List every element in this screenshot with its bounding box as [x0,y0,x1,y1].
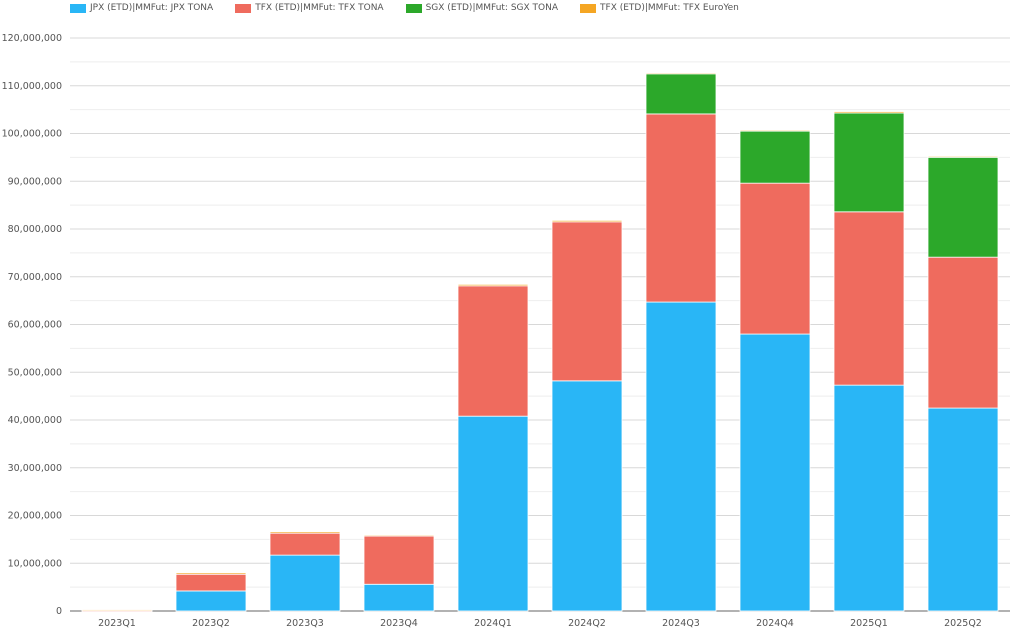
x-tick-label: 2024Q1 [474,618,512,629]
bar-segment [269,531,341,534]
y-tick-label: 80,000,000 [8,224,62,235]
x-tick-label: 2024Q3 [662,618,700,629]
y-tick-label: 10,000,000 [8,558,62,569]
bar-segment [175,572,247,575]
legend-swatch [405,3,422,13]
y-tick-label: 20,000,000 [8,511,62,522]
bar-segment [645,72,717,75]
bar-segment [363,535,435,585]
x-tick-label: 2024Q4 [756,618,794,629]
bar-segment [739,182,811,335]
bar-segment [363,583,435,612]
legend-label: SGX (ETD)|MMFut: SGX TONA [425,3,559,13]
x-tick-label: 2023Q2 [192,618,230,629]
x-tick-label: 2025Q2 [944,618,982,629]
y-tick-label: 60,000,000 [8,320,62,331]
legend-label: JPX (ETD)|MMFut: JPX TONA [90,3,214,13]
legend-label: TFX (ETD)|MMFut: TFX EuroYen [600,3,739,13]
bar-segment [833,384,905,612]
x-tick-label: 2023Q4 [380,618,418,629]
bar-segment [175,590,247,612]
bar-segment [457,283,529,287]
bar-segment [457,285,529,417]
legend-swatch [235,3,252,13]
bar-segment [739,333,811,612]
y-tick-label: 100,000,000 [2,129,62,140]
bar-segment [739,130,811,184]
y-tick-label: 110,000,000 [2,81,62,92]
legend-label: TFX (ETD)|MMFut: TFX TONA [255,3,384,13]
bar-segment [363,534,435,537]
bar-segment [645,301,717,612]
y-tick-label: 70,000,000 [8,272,62,283]
y-tick-label: 40,000,000 [8,415,62,426]
y-tick-label: 120,000,000 [2,33,62,44]
bar-segment [269,554,341,612]
legend-swatch [70,3,86,13]
legend-item[interactable]: JPX (ETD)|MMFut: JPX TONA [70,3,213,13]
bar-segment [927,156,999,258]
bar-segment [645,113,717,303]
bar-segment [833,112,905,213]
bar-segment [927,256,999,409]
legend-swatch [580,3,597,13]
y-tick-label: 50,000,000 [8,367,62,378]
bar-segment [833,211,905,386]
bar-segment [551,380,623,612]
bar-segment [645,73,717,115]
x-tick-label: 2024Q2 [568,618,606,629]
bar-segment [551,221,623,382]
y-tick-label: 0 [56,606,62,617]
bar-segment [175,573,247,592]
x-tick-label: 2023Q1 [98,618,136,629]
bar-segment [927,407,999,612]
legend-item[interactable]: TFX (ETD)|MMFut: TFX EuroYen [580,3,739,13]
bar-segment [927,156,999,158]
bar-segment [551,220,623,223]
bar-segment [833,111,905,114]
bar-segment [739,129,811,132]
legend-item[interactable]: SGX (ETD)|MMFut: SGX TONA [405,3,559,13]
y-tick-label: 30,000,000 [8,463,62,474]
y-tick-label: 90,000,000 [8,176,62,187]
x-tick-label: 2023Q3 [286,618,324,629]
legend: JPX (ETD)|MMFut: JPX TONA TFX (ETD)|MMFut… [70,3,739,13]
bar-segment [269,532,341,556]
x-tick-label: 2025Q1 [850,618,888,629]
bar-segment [457,415,529,612]
legend-item[interactable]: TFX (ETD)|MMFut: TFX TONA [235,3,384,13]
bar-segment [81,609,153,611]
